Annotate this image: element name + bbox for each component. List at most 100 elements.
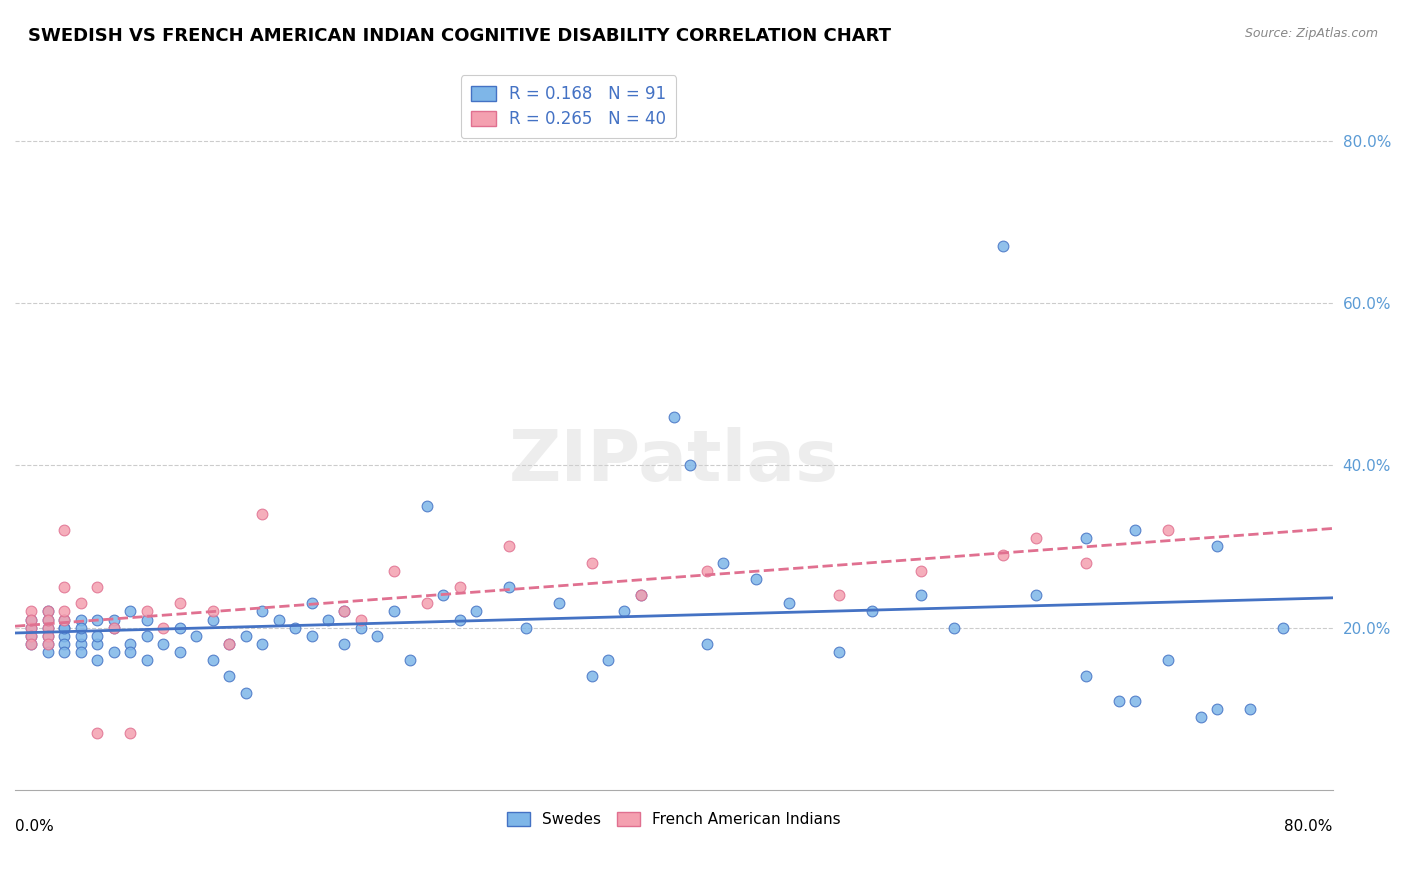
Point <box>70 613 93 627</box>
Point <box>250 507 273 521</box>
Point <box>630 588 652 602</box>
Point <box>103 613 125 627</box>
Point <box>20 637 42 651</box>
Point <box>350 621 373 635</box>
Legend: Swedes, French American Indians: Swedes, French American Indians <box>501 806 846 833</box>
Point <box>86 629 108 643</box>
Point <box>120 637 142 651</box>
Point <box>53 613 76 627</box>
Point <box>596 653 619 667</box>
Point <box>1157 653 1180 667</box>
Point <box>135 653 157 667</box>
Point <box>316 613 339 627</box>
Point <box>20 621 42 635</box>
Point <box>37 629 59 643</box>
Point <box>416 499 439 513</box>
Point <box>70 645 93 659</box>
Point <box>201 604 224 618</box>
Point <box>1123 693 1146 707</box>
Point <box>382 564 405 578</box>
Point <box>201 613 224 627</box>
Point <box>778 596 800 610</box>
Point <box>465 604 488 618</box>
Point <box>613 604 636 618</box>
Point <box>1025 588 1047 602</box>
Point <box>20 629 42 643</box>
Point <box>366 629 388 643</box>
Point <box>86 726 108 740</box>
Point <box>53 621 76 635</box>
Point <box>250 637 273 651</box>
Point <box>910 564 932 578</box>
Point <box>120 726 142 740</box>
Point <box>70 629 93 643</box>
Point <box>152 621 174 635</box>
Text: Source: ZipAtlas.com: Source: ZipAtlas.com <box>1244 27 1378 40</box>
Point <box>910 588 932 602</box>
Point <box>135 613 157 627</box>
Point <box>416 596 439 610</box>
Point <box>1123 523 1146 537</box>
Point <box>515 621 537 635</box>
Point <box>350 613 373 627</box>
Point <box>827 588 849 602</box>
Point <box>53 613 76 627</box>
Point <box>135 629 157 643</box>
Point <box>20 637 42 651</box>
Point <box>20 613 42 627</box>
Point <box>169 596 191 610</box>
Text: SWEDISH VS FRENCH AMERICAN INDIAN COGNITIVE DISABILITY CORRELATION CHART: SWEDISH VS FRENCH AMERICAN INDIAN COGNIT… <box>28 27 891 45</box>
Point <box>120 645 142 659</box>
Point <box>1189 710 1212 724</box>
Point <box>37 604 59 618</box>
Point <box>37 637 59 651</box>
Text: ZIPatlas: ZIPatlas <box>509 426 839 496</box>
Point <box>20 629 42 643</box>
Point <box>37 637 59 651</box>
Point <box>696 564 718 578</box>
Point <box>37 604 59 618</box>
Point <box>498 540 520 554</box>
Point <box>250 604 273 618</box>
Point <box>333 637 356 651</box>
Point <box>993 239 1015 253</box>
Point <box>135 604 157 618</box>
Point <box>1239 702 1261 716</box>
Point <box>37 621 59 635</box>
Point <box>498 580 520 594</box>
Point <box>70 621 93 635</box>
Point <box>1206 702 1229 716</box>
Point <box>333 604 356 618</box>
Point <box>679 458 702 473</box>
Point <box>860 604 883 618</box>
Point <box>382 604 405 618</box>
Point <box>432 588 454 602</box>
Point <box>449 580 471 594</box>
Text: 0.0%: 0.0% <box>15 819 53 834</box>
Point <box>37 621 59 635</box>
Point <box>235 629 257 643</box>
Point <box>20 613 42 627</box>
Point <box>201 653 224 667</box>
Point <box>301 596 323 610</box>
Point <box>37 613 59 627</box>
Point <box>1025 532 1047 546</box>
Point <box>696 637 718 651</box>
Point <box>547 596 569 610</box>
Point <box>267 613 290 627</box>
Point <box>827 645 849 659</box>
Point <box>53 523 76 537</box>
Point <box>103 621 125 635</box>
Point <box>333 604 356 618</box>
Point <box>1272 621 1295 635</box>
Point <box>53 621 76 635</box>
Point <box>630 588 652 602</box>
Point <box>53 604 76 618</box>
Point <box>53 637 76 651</box>
Point <box>86 580 108 594</box>
Point <box>169 621 191 635</box>
Point <box>745 572 768 586</box>
Point <box>37 629 59 643</box>
Point <box>37 613 59 627</box>
Point <box>399 653 422 667</box>
